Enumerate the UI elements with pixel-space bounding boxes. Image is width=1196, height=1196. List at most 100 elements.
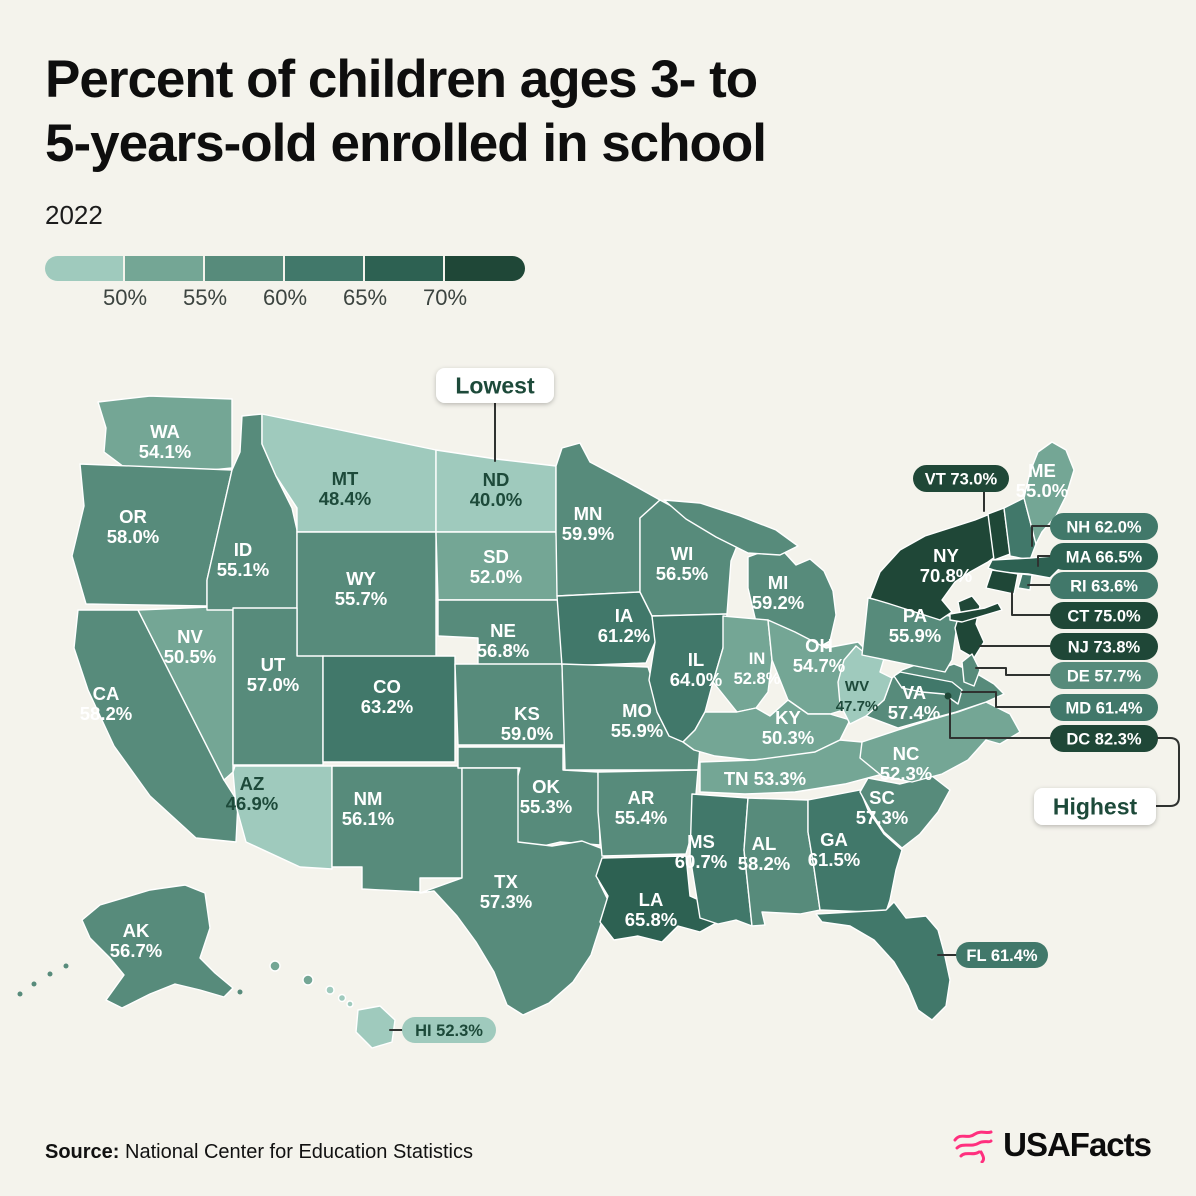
state-NY-part[interactable] [949,602,1003,623]
state-abbr-MT: MT [332,468,359,489]
state-value-IN: 52.8% [734,670,781,688]
state-abbr-ND: ND [483,469,510,490]
state-abbr-MI: MI [768,572,789,593]
callout-pill-label-FL: FL 61.4% [966,947,1038,965]
state-abbr-ME: ME [1028,460,1056,481]
state-value-SD: 52.0% [470,566,522,587]
callout-line-NH [1031,525,1051,547]
state-abbr-ID: ID [234,539,253,560]
callout-line-MA [1037,555,1051,567]
state-value-IA: 61.2% [598,625,650,646]
callout-pill-CT [1050,602,1158,629]
state-value-NC: 52.3% [880,763,932,784]
state-DE[interactable] [961,653,981,687]
state-abbr-OK: OK [532,776,560,797]
callout-line-CT [1011,591,1051,616]
state-value-GA: 61.5% [808,849,860,870]
header: Percent of children ages 3- to 5-years-ol… [45,48,945,175]
state-NJ[interactable] [954,595,985,659]
callout-pill-label-DE: DE 57.7% [1067,668,1142,686]
state-value-TX: 57.3% [480,891,532,912]
state-abbr-MO: MO [622,700,652,721]
callout-pill-HI [402,1017,496,1043]
state-abbr-TX: TX [494,871,518,892]
usafacts-logo-icon [953,1130,993,1163]
legend-swatch-4 [365,256,445,281]
callout-pill-label-RI: RI 63.6% [1070,578,1138,596]
state-value-MN: 59.9% [562,523,614,544]
state-value-IL: 64.0% [670,669,722,690]
state-HI-island [325,985,335,995]
year-label: 2022 [45,200,103,230]
state-LA[interactable] [595,855,719,943]
state-value-NM: 56.1% [342,808,394,829]
state-RI[interactable] [1017,573,1033,591]
lowest-badge [436,368,554,403]
state-value-NY: 70.8% [920,565,972,586]
state-NC[interactable] [859,701,1021,783]
state-DC[interactable] [944,692,952,700]
callout-pill-VT [913,465,1009,492]
state-abbr-AZ: AZ [240,773,265,794]
legend-tick: 60% [262,285,308,310]
state-abbr-IN: IN [749,650,766,668]
callout-pill-label-NH: NH 62.0% [1066,519,1142,537]
callout-pill-label-NJ: NJ 73.8% [1068,639,1141,657]
state-abbr-NM: NM [354,788,383,809]
state-NM[interactable] [331,765,463,893]
state-abbr-KY: KY [775,707,801,728]
callout-pill-NJ [1050,633,1158,660]
callout-line-DC [949,699,1051,739]
state-MI-part[interactable] [663,499,799,556]
state-GA[interactable] [807,789,903,913]
state-abbr-OH: OH [805,635,833,656]
state-HI[interactable] [355,1005,396,1049]
state-KY[interactable] [682,699,851,761]
state-abbr-NV: NV [177,626,203,647]
state-value-AR: 55.4% [615,807,667,828]
state-CO[interactable] [322,655,456,763]
state-value-KY: 50.3% [762,727,814,748]
state-AK-island [31,981,37,987]
callout-pill-label-MD: MD 61.4% [1065,700,1142,718]
callout-line-MD [961,691,1051,708]
state-abbr-WA: WA [150,421,180,442]
state-abbr-WV: WV [845,678,869,695]
state-value-CO: 63.2% [361,696,413,717]
state-AK-island [17,991,23,997]
state-abbr-WY: WY [346,568,376,589]
callout-pill-label-VT: VT 73.0% [925,471,998,489]
legend-tick: 70% [422,285,468,310]
state-abbr-KS: KS [514,703,540,724]
state-abbr-AL: AL [752,833,777,854]
legend-swatch-2 [205,256,285,281]
state-AK[interactable] [81,884,234,1009]
state-abbr-WI: WI [671,543,694,564]
state-CT[interactable] [985,569,1019,595]
state-ME[interactable] [1023,441,1075,545]
state-value-WA: 54.1% [139,441,191,462]
state-abbr-PA: PA [903,605,927,626]
state-abbr-AR: AR [628,787,655,808]
state-value-KS: 59.0% [501,723,553,744]
state-MD[interactable] [893,671,963,705]
state-value-LA: 65.8% [625,909,677,930]
lowest-badge-label: Lowest [455,373,535,399]
state-value-AZ: 46.9% [226,793,278,814]
state-AR[interactable] [597,769,699,857]
state-value-ND: 40.0% [470,489,522,510]
state-value-MS: 60.7% [675,851,727,872]
state-HI-island [269,960,281,972]
legend-tick: 65% [342,285,388,310]
callout-pill-RI [1050,572,1158,599]
state-abbr-UT: UT [261,654,286,675]
state-FL[interactable] [815,901,951,1021]
state-ID[interactable] [206,413,298,611]
state-abbr-IL: IL [688,649,704,670]
state-value-ME: 55.0% [1016,480,1068,501]
state-value-AK: 56.7% [110,940,162,961]
state-AK-island [47,971,53,977]
state-value-NE: 56.8% [477,640,529,661]
state-TX[interactable] [419,767,610,1016]
state-HI-island [337,993,347,1003]
